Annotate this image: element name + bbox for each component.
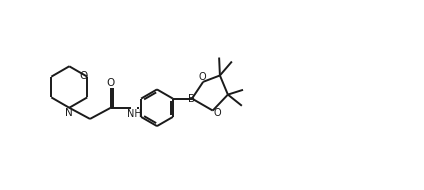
Text: B: B [188, 94, 195, 104]
Text: O: O [199, 72, 206, 82]
Text: O: O [79, 71, 87, 81]
Text: NH: NH [127, 109, 142, 119]
Text: O: O [106, 78, 114, 88]
Text: N: N [65, 108, 73, 118]
Text: O: O [214, 108, 221, 118]
